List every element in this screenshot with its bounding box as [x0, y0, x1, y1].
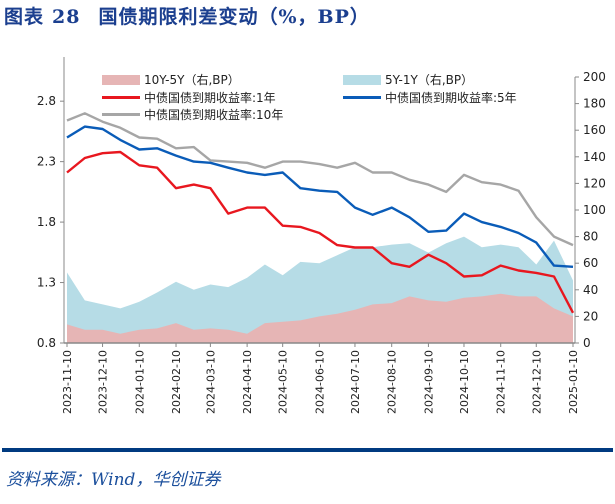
legend-item-5y-1y: 5Y-1Y（右,BP）: [343, 71, 473, 88]
right-tick-label: 0: [583, 336, 591, 350]
line-1y: [66, 150, 575, 314]
x-tick-label: 2024-01-10: [133, 350, 146, 414]
line-5y: [66, 125, 574, 268]
legend-label: 10Y-5Y（右,BP）: [144, 73, 240, 87]
right-tick-label: 140: [583, 150, 606, 164]
x-tick-label: 2024-10-10: [458, 350, 471, 414]
source-note: 资料来源：Wind，华创证券: [6, 470, 221, 490]
legend-item-1y: 中债国债到期收益率:1年: [102, 89, 276, 106]
footer-divider: [2, 448, 613, 452]
left-tick-label: 1.3: [37, 276, 56, 290]
figure-number: 28: [52, 6, 81, 28]
left-tick-label: 2.8: [37, 94, 56, 108]
legend-label: 中债国债到期收益率:5年: [385, 91, 517, 105]
chart: 0.8 1.3 1.8 2.3 2.8 0 20 40 60 80 100 120 140 160 180 2…: [37, 57, 606, 414]
legend-item-10y-5y: 10Y-5Y（右,BP）: [102, 71, 240, 88]
right-tick-label: 180: [583, 97, 606, 111]
right-tick-label: 120: [583, 176, 606, 190]
x-tick-label: 2024-11-10: [495, 350, 508, 414]
legend-label: 中债国债到期收益率:1年: [144, 91, 276, 105]
right-tick-label: 160: [583, 123, 606, 137]
x-tick-label: 2024-09-10: [422, 350, 435, 414]
right-tick-label: 40: [583, 283, 598, 297]
area-10y-5y: [67, 293, 573, 343]
x-tick-label: 2024-06-10: [313, 350, 326, 414]
right-tick-label: 100: [583, 203, 606, 217]
x-tick-label: 2024-03-10: [204, 350, 217, 414]
figure-title-text: 国债期限利差变动（%，BP）: [98, 6, 370, 28]
legend-item-5y: 中债国债到期收益率:5年: [343, 89, 517, 106]
x-tick-label: 2024-02-10: [170, 350, 183, 414]
left-tick-label: 1.8: [37, 215, 56, 229]
right-tick-label: 20: [583, 309, 598, 323]
legend-swatch: [343, 96, 381, 99]
x-tick-label: 2023-12-10: [97, 350, 110, 414]
legend-label: 中债国债到期收益率:10年: [144, 108, 284, 122]
legend-swatch: [343, 74, 381, 85]
left-tick-label: 2.3: [37, 155, 56, 169]
line-10y: [66, 112, 574, 247]
left-tick-label: 0.8: [37, 336, 56, 350]
legend-label: 5Y-1Y（右,BP）: [385, 73, 474, 87]
x-tick-label: 2024-12-10: [530, 350, 543, 414]
x-tick-label: 2024-04-10: [241, 350, 254, 414]
right-tick-label: 60: [583, 256, 598, 270]
legend-swatch: [102, 96, 140, 99]
figure-prefix: 图表: [4, 6, 45, 28]
figure-title: 图表 28 国债期限利差变动（%，BP）: [4, 2, 370, 29]
x-tick-label: 2023-11-10: [61, 350, 74, 414]
legend-swatch: [102, 74, 140, 85]
x-tick-label: 2024-07-10: [349, 350, 362, 414]
legend-swatch: [102, 113, 140, 116]
right-tick-label: 200: [583, 70, 606, 84]
x-tick-label: 2025-01-10: [567, 350, 580, 414]
right-tick-label: 80: [583, 230, 598, 244]
legend-item-10y: 中债国债到期收益率:10年: [102, 106, 283, 123]
x-tick-label: 2024-05-10: [277, 350, 290, 414]
x-tick-label: 2024-08-10: [386, 350, 399, 414]
